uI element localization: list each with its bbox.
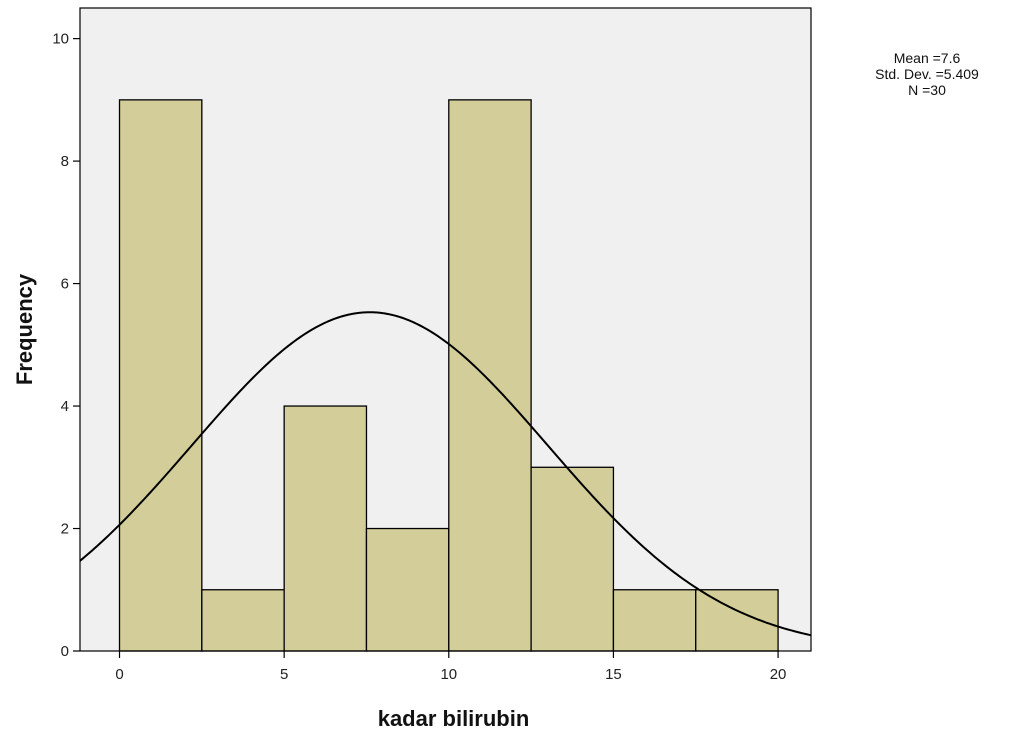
- y-tick-label: 0: [61, 643, 69, 660]
- y-axis-title: Frequency: [12, 273, 37, 385]
- x-tick-label: 0: [115, 666, 123, 683]
- histogram-bar: [695, 589, 779, 652]
- y-tick-label: 10: [52, 31, 69, 48]
- histogram-bar: [530, 466, 615, 652]
- histogram-bar: [448, 99, 532, 652]
- stats-mean: Mean =7.6: [893, 50, 961, 66]
- x-tick-label: 15: [605, 666, 622, 683]
- x-tick-label: 5: [280, 666, 288, 683]
- y-axis: 0 2 4 6 8 10: [52, 31, 80, 660]
- y-tick-label: 6: [61, 276, 69, 293]
- histogram-bar: [118, 99, 203, 652]
- normal-curve: [79, 311, 812, 637]
- x-axis: 0 5 10 15 20: [115, 651, 786, 683]
- stats-n: N =30: [908, 82, 946, 98]
- histogram-bar: [283, 405, 368, 652]
- x-tick-label: 10: [440, 666, 457, 683]
- stats-std-dev: Std. Dev. =5.409: [875, 66, 979, 82]
- histogram-bar: [201, 589, 285, 652]
- y-tick-label: 2: [61, 521, 69, 538]
- bars-group: [118, 99, 779, 652]
- x-tick-label: 20: [770, 666, 787, 683]
- y-tick-label: 4: [61, 398, 69, 415]
- histogram-bar: [365, 527, 450, 652]
- stats-box: Mean =7.6 Std. Dev. =5.409 N =30: [852, 50, 1002, 98]
- y-tick-label: 8: [61, 153, 69, 170]
- x-axis-title: kadar bilirubin: [378, 706, 530, 731]
- plot-frame: [79, 7, 812, 652]
- histogram-bar: [612, 589, 697, 652]
